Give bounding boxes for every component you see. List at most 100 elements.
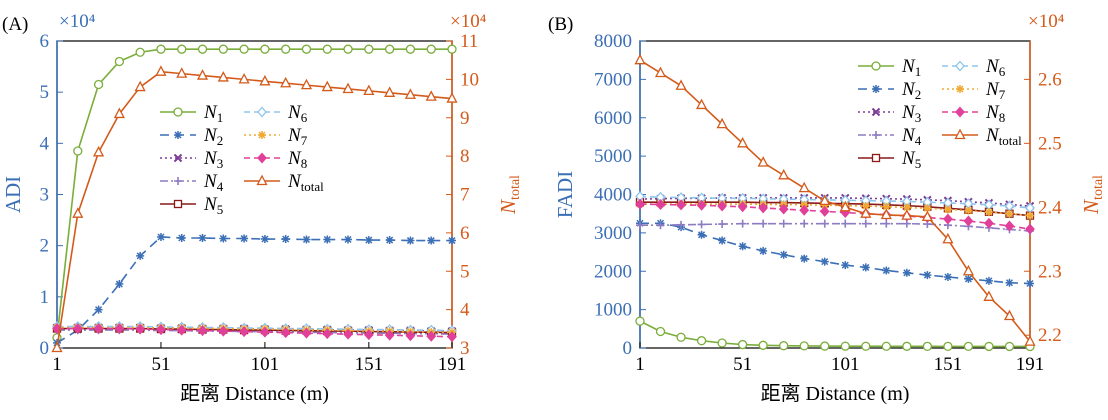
panel-a-point-N8 xyxy=(260,326,270,338)
panel-a-point-Ntotal xyxy=(176,67,188,78)
panel-a-legend-marker-N2 xyxy=(174,131,182,139)
panel-b-point-N7 xyxy=(964,206,973,215)
panel-b-point-N7 xyxy=(861,202,870,211)
panel-a-point-N1 xyxy=(156,44,166,54)
panel-b-point-N8 xyxy=(696,199,707,211)
panel-b-point-N8 xyxy=(1025,223,1035,235)
panel-a-point-Ntotal xyxy=(51,341,63,353)
panel-a-panel-label: (A) xyxy=(2,14,28,35)
panel-a-legend-marker-N6 xyxy=(257,106,267,118)
panel-a-point-N2 xyxy=(136,251,145,260)
panel-a-legend-label-N1: N1 xyxy=(203,102,223,125)
panel-b-point-N8 xyxy=(778,203,789,215)
panel-b-point-Ntotal xyxy=(921,210,933,222)
panel-a-point-Ntotal xyxy=(217,71,229,82)
panel-a-point-N1 xyxy=(426,44,436,54)
panel-a-y-tick-label: 3 xyxy=(40,185,50,206)
panel-a-y-tick-label: 4 xyxy=(40,133,50,154)
panel-a-point-N8 xyxy=(384,329,395,341)
panel-a-point-N8 xyxy=(280,327,291,339)
panel-b-point-N8 xyxy=(799,204,810,216)
panel-b-legend-label-N3: N3 xyxy=(901,102,921,125)
panel-a-point-N8 xyxy=(218,325,229,337)
panel-b-point-Ntotal xyxy=(778,168,790,180)
panel-b-x-tick-label: 1 xyxy=(635,354,645,375)
panel-b-point-N4 xyxy=(677,220,686,229)
panel-b-y-tick-label: 1000 xyxy=(594,300,632,321)
panel-b-y2-tick-label: 2.3 xyxy=(1038,261,1062,282)
panel-b-point-Ntotal xyxy=(695,98,708,110)
panel-a-point-N1 xyxy=(218,44,228,54)
panel-a-legend-label-N4: N4 xyxy=(203,171,224,194)
panel-a-point-N1 xyxy=(447,44,457,54)
panel-b-legend-label-Ntotal: Ntotal xyxy=(985,125,1022,148)
panel-a-legend-label-N2: N2 xyxy=(203,125,223,148)
panel-b-point-N2 xyxy=(759,246,768,255)
panel-a-point-N2 xyxy=(281,235,290,244)
panel-a-point-N8 xyxy=(72,323,83,335)
panel-b-point-N8 xyxy=(943,213,953,225)
panel-a-point-N2 xyxy=(198,233,207,242)
panel-b-point-N8 xyxy=(737,201,748,213)
panel-b-point-Ntotal xyxy=(983,290,995,301)
panel-b-point-Ntotal xyxy=(716,117,728,129)
panel-b-y2-tick-label: 2.5 xyxy=(1038,133,1062,154)
panel-b-point-N7 xyxy=(820,201,829,210)
panel-a-point-N1 xyxy=(260,44,270,54)
panel-b-point-N7 xyxy=(902,203,911,212)
panel-b-point-N1 xyxy=(881,341,891,351)
panel-b-point-Ntotal xyxy=(798,181,810,193)
panel-b-point-N2 xyxy=(820,257,829,266)
panel-b-y2-multiplier: ×10⁴ xyxy=(1028,11,1065,32)
panel-b-x-tick-label: 151 xyxy=(934,354,963,375)
panel-a-point-N8 xyxy=(239,326,249,338)
panel-a-legend-marker-N4 xyxy=(174,177,182,185)
panel-b-point-N1 xyxy=(922,341,933,351)
panel-a-y2-axis-label: Ntotal xyxy=(496,175,523,215)
panel-b-x-axis-label: 距离 Distance (m) xyxy=(761,382,910,405)
panel-b-legend-label-N7: N7 xyxy=(985,79,1006,102)
panel-a-x-tick-label: 191 xyxy=(438,354,467,375)
panel-b-point-N4 xyxy=(738,219,747,228)
panel-a-y-tick-label: 1 xyxy=(40,287,50,308)
panel-a-point-N2 xyxy=(344,235,353,244)
panel-b-point-Ntotal xyxy=(901,209,913,220)
panel-b-legend-marker-N2 xyxy=(872,85,880,93)
panel-b-point-N1 xyxy=(840,341,850,351)
panel-b-legend-marker-N7 xyxy=(956,85,964,93)
panel-b-legend-marker-N5 xyxy=(871,153,881,163)
panel-a-legend-marker-N7 xyxy=(258,131,266,139)
panel-b-y-tick-label: 7000 xyxy=(594,69,632,90)
panel-a-point-N2 xyxy=(448,236,456,245)
panel-b-y2-tick-label: 2.2 xyxy=(1038,325,1062,346)
panel-a-plot-frame xyxy=(56,40,453,349)
panel-a-y2-tick-label: 9 xyxy=(460,108,470,129)
panel-b-point-N1 xyxy=(820,341,830,351)
panel-a-point-Ntotal xyxy=(259,74,271,86)
panel-a-point-Ntotal xyxy=(72,207,84,218)
panel-a-point-N1 xyxy=(73,146,83,156)
panel-a-y2-tick-label: 10 xyxy=(460,69,479,90)
panel-a-point-N1 xyxy=(135,47,145,57)
panel-b-point-N2 xyxy=(964,274,973,283)
panel-a-series-line-Ntotal xyxy=(56,70,453,349)
panel-a-point-Ntotal xyxy=(321,80,333,92)
panel-a-y-tick-label: 6 xyxy=(40,31,50,52)
panel-b-point-N4 xyxy=(841,219,850,228)
panel-a-point-N8 xyxy=(176,324,187,336)
panel-a-legend-label-N8: N8 xyxy=(287,148,307,171)
panel-a-y2-tick-label: 4 xyxy=(460,300,470,321)
panel-a-point-N2 xyxy=(156,232,165,241)
panel-a-point-Ntotal xyxy=(92,145,105,157)
panel-b-y2-tick-label: 2.6 xyxy=(1038,69,1062,90)
panel-b-point-Ntotal xyxy=(942,232,954,244)
panel-b-chart: 1 51 101 151 1910100020003000400050006000700… xyxy=(548,11,1106,405)
panel-b-x-tick-label: 101 xyxy=(831,354,860,375)
panel-b-point-N6 xyxy=(1025,202,1035,214)
panel-b-point-N4 xyxy=(779,219,788,228)
panel-b-legend-label-N5: N5 xyxy=(901,148,921,171)
panel-b-point-N8 xyxy=(819,205,830,217)
panel-b-point-N1 xyxy=(696,336,707,346)
panel-b-point-N8 xyxy=(1004,220,1015,232)
